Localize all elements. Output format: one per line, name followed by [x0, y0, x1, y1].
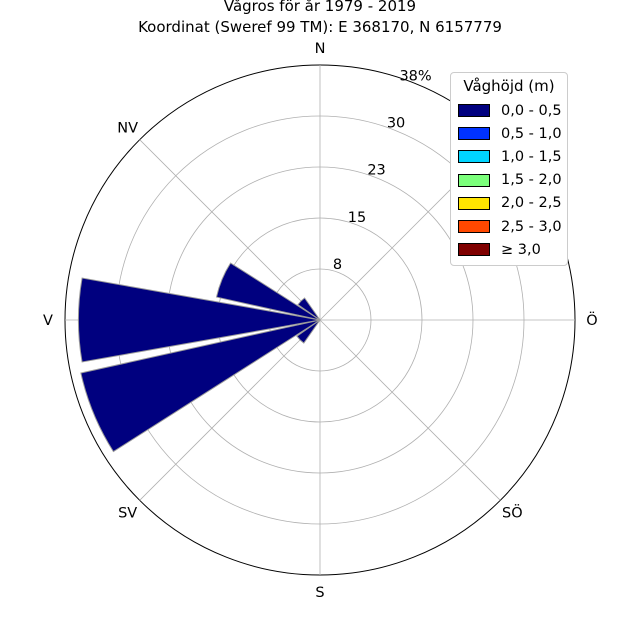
legend-label: 2,5 - 3,0 — [501, 218, 562, 235]
legend-swatch — [458, 173, 490, 187]
grid-spoke — [319, 319, 501, 501]
radial-tick-label: 8 — [333, 257, 342, 273]
direction-label: SÖ — [502, 503, 523, 521]
bars-group — [77, 262, 321, 453]
chart-subtitle: Koordinat (Sweref 99 TM): E 368170, N 61… — [138, 18, 502, 36]
legend-label: 2,0 - 2,5 — [501, 195, 562, 212]
wave-bar — [215, 262, 321, 321]
legend-swatch — [458, 220, 490, 234]
legend-label: 1,0 - 1,5 — [501, 148, 562, 165]
direction-label: V — [43, 313, 53, 329]
radial-tick-label: 23 — [367, 163, 385, 179]
legend-swatch — [458, 127, 490, 141]
legend-label: ≥ 3,0 — [501, 241, 541, 258]
legend-swatch — [458, 150, 490, 164]
legend: Våghöjd (m) 0,0 - 0,5 0,5 - 1,0 1,0 - 1,5 1… — [450, 72, 568, 266]
wave-bar — [80, 319, 321, 453]
polar-grid — [64, 64, 576, 576]
wave-bar — [77, 277, 321, 363]
legend-item: ≥ 3,0 — [451, 238, 567, 261]
legend-item: 1,0 - 1,5 — [451, 145, 567, 168]
legend-label: 0,0 - 0,5 — [501, 102, 562, 119]
legend-label: 1,5 - 2,0 — [501, 172, 562, 189]
legend-item: 0,5 - 1,0 — [451, 122, 567, 145]
legend-title: Våghöjd (m) — [463, 77, 555, 95]
legend-item: 0,0 - 0,5 — [451, 99, 567, 122]
legend-item: 2,0 - 2,5 — [451, 192, 567, 215]
radial-tick-label: 15 — [348, 210, 366, 226]
legend-item: 1,5 - 2,0 — [451, 169, 567, 192]
legend-label: 0,5 - 1,0 — [501, 125, 562, 142]
legend-items: 0,0 - 0,5 0,5 - 1,0 1,0 - 1,5 1,5 - 2,0 2,0 … — [451, 99, 567, 261]
radial-tick-label: 38% — [399, 68, 431, 84]
legend-swatch — [458, 196, 490, 210]
legend-swatch — [458, 243, 490, 257]
direction-label: N — [315, 41, 326, 57]
legend-swatch — [458, 104, 490, 118]
chart-title: Vågros för år 1979 - 2019 — [223, 0, 417, 15]
wave-bar — [296, 319, 321, 344]
direction-label: SV — [118, 505, 137, 521]
direction-label: S — [315, 585, 324, 601]
radial-tick-label: 30 — [387, 116, 405, 132]
radial-tick-labels: 8 15 23 30 38% — [333, 68, 432, 272]
direction-label: NV — [117, 121, 138, 137]
wave-bar — [297, 297, 321, 321]
direction-label: Ö — [586, 311, 597, 329]
grid-spoke — [139, 319, 321, 501]
legend-item: 2,5 - 3,0 — [451, 215, 567, 238]
grid-spoke — [139, 139, 321, 321]
